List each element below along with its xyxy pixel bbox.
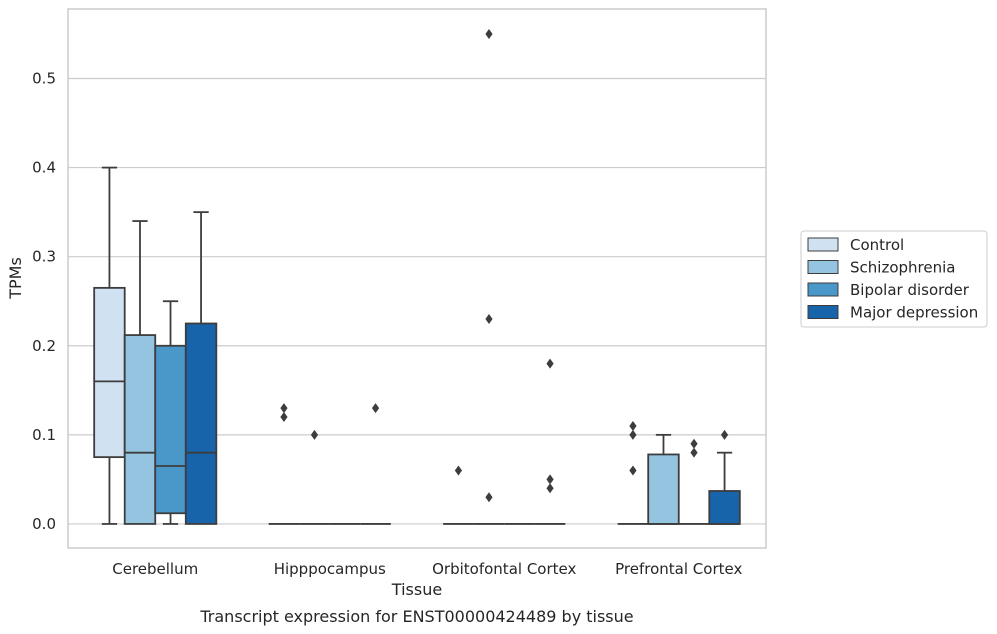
plot-frame [67, 8, 767, 549]
box-major-depression [184, 211, 218, 525]
box-control [268, 403, 300, 525]
box-schizophrenia [647, 433, 680, 525]
box-body [708, 490, 741, 525]
outlier-point [690, 438, 698, 449]
outlier-point [485, 28, 493, 39]
legend-label: Bipolar disorder [850, 281, 970, 299]
outlier-point [280, 412, 288, 423]
outlier-point [310, 429, 319, 440]
y-tick-label: 0.3 [32, 248, 56, 266]
y-tick-label: 0.4 [32, 159, 56, 177]
outlier-point [485, 492, 493, 503]
box-control [93, 166, 126, 525]
box-body [647, 453, 680, 525]
x-tick-label: Prefrontal Cortex [615, 560, 742, 578]
outlier-point [485, 314, 493, 325]
box-schizophrenia [123, 220, 157, 525]
outlier-point [720, 429, 729, 440]
box-body [184, 322, 218, 525]
outlier-point [546, 474, 554, 485]
boxes-layer [93, 28, 741, 525]
legend: Control Schizophrenia Bipolar disorder Majo… [800, 230, 988, 328]
y-axis-title: TPMs [6, 257, 25, 300]
outlier-point [629, 465, 637, 476]
outlier-point [629, 429, 637, 440]
y-tick-label: 0.2 [32, 337, 56, 355]
legend-label: Schizophrenia [850, 259, 955, 277]
legend-swatch [807, 260, 839, 274]
y-tick-label: 0.0 [32, 515, 56, 533]
legend-label: Control [850, 236, 904, 254]
y-tick-label: 0.1 [32, 426, 56, 444]
box-control [443, 465, 474, 525]
box-bipolar-disorder [678, 438, 710, 525]
x-tick-label: Orbitofontal Cortex [432, 560, 576, 578]
box-schizophrenia [473, 28, 505, 525]
box-major-depression [708, 429, 741, 525]
chart-caption: Transcript expression for ENST0000042448… [199, 607, 633, 626]
legend-frame [800, 230, 988, 328]
outlier-point [690, 447, 698, 458]
box-body [93, 286, 126, 459]
outlier-point [629, 420, 637, 431]
x-tick-label: Hipppocampus [274, 560, 386, 578]
box-body [154, 344, 187, 515]
x-axis-ticks: Cerebellum Hipppocampus Orbitofontal Corte… [112, 560, 742, 578]
box-major-depression [360, 403, 391, 525]
y-axis-ticks: 0.0 0.1 0.2 0.3 0.4 0.5 [32, 69, 56, 532]
y-tick-label: 0.5 [32, 69, 56, 87]
legend-swatch [807, 305, 839, 319]
box-bipolar-disorder [154, 300, 187, 525]
box-body [123, 334, 157, 525]
outlier-point [546, 358, 554, 369]
outlier-point [546, 483, 554, 494]
legend-swatch [807, 282, 839, 297]
outlier-point [454, 465, 463, 476]
box-schizophrenia [299, 429, 330, 525]
outlier-point [280, 403, 288, 414]
legend-label: Major depression [850, 304, 978, 322]
box-major-depression [534, 358, 566, 525]
legend-swatch [807, 237, 839, 252]
x-tick-label: Cerebellum [112, 560, 198, 578]
outlier-point [371, 403, 380, 414]
x-axis-title: Tissue [391, 580, 442, 599]
box-control [617, 420, 649, 525]
